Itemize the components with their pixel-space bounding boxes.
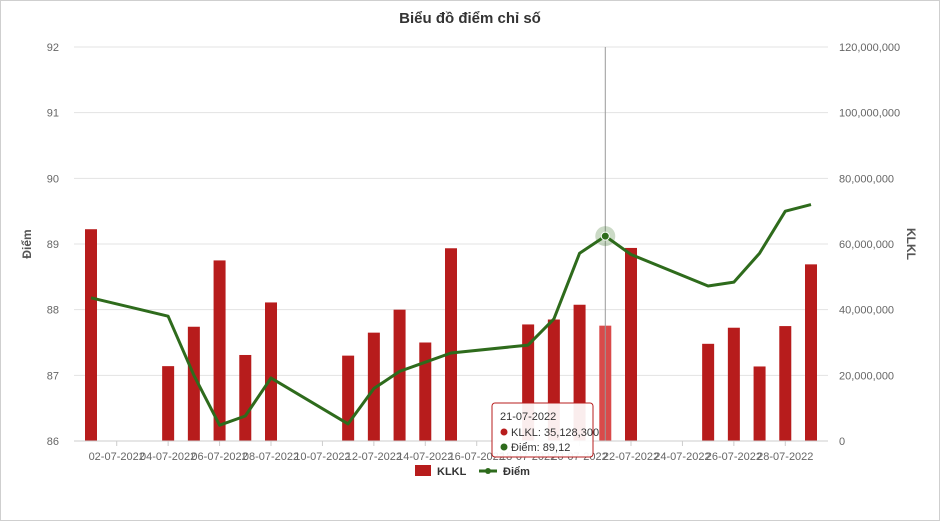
legend[interactable]: KLKL Điểm [415,465,530,478]
x-tick-label: 24-07-2022 [654,451,710,463]
left-y-tick-label: 86 [47,436,59,448]
left-y-axis-title: Điểm [20,229,34,258]
diem-line-series [90,203,812,427]
klkl-bar [727,327,740,441]
klkl-bar [753,366,766,441]
diem-point [600,231,610,241]
klkl-bar [419,342,432,441]
klkl-bar [445,248,457,441]
right-y-tick-label: 80,000,000 [839,173,894,185]
right-y-tick-label: 120,000,000 [839,42,900,54]
legend-diem-label: Điểm [503,466,530,478]
klkl-bar [393,309,406,441]
klkl-bar [625,247,637,441]
diem-line [90,203,812,427]
tooltip-klkl: KLKL: 35,128,300 [511,427,599,439]
x-tick-label: 28-07-2022 [757,451,813,463]
legend-diem-marker [485,468,491,474]
x-tick-label: 04-07-2022 [140,451,196,463]
klkl-bar [342,355,355,441]
x-tick-label: 22-07-2022 [603,451,659,463]
x-tick-label: 06-07-2022 [191,451,247,463]
right-y-tick-label: 0 [839,436,845,448]
left-y-tick-label: 92 [47,42,59,54]
right-y-tick-label: 40,000,000 [839,305,894,317]
left-y-tick-label: 87 [47,370,59,382]
left-y-tick-label: 90 [47,173,59,185]
right-y-axis-ticks: 120,000,000 100,000,000 80,000,000 60,000,0… [839,42,900,448]
tooltip-diem-marker [500,443,508,451]
left-y-tick-label: 89 [47,239,59,251]
klkl-bar [265,302,277,441]
klkl-bar [187,326,200,441]
klkl-bar [702,343,715,441]
chart-title: Biểu đồ điểm chỉ số [399,10,541,27]
tooltip-diem: Điểm: 89,12 [511,442,570,454]
right-y-tick-label: 60,000,000 [839,239,894,251]
right-y-tick-label: 20,000,000 [839,370,894,382]
x-tick-label: 08-07-2022 [243,451,299,463]
left-y-axis-ticks: 92 91 90 89 88 87 86 [47,42,59,448]
klkl-bar [779,326,792,441]
klkl-bar [85,229,97,441]
tooltip: 21-07-2022 KLKL: 35,128,300 Điểm: 89,12 [491,402,599,458]
tooltip-date: 21-07-2022 [500,411,556,423]
klkl-bars [85,229,817,441]
legend-klkl-label: KLKL [437,466,467,478]
right-y-tick-label: 100,000,000 [839,108,900,120]
x-tick-label: 02-07-2022 [89,451,145,463]
x-tick-label: 12-07-2022 [346,451,402,463]
klkl-bar [239,354,252,441]
klkl-bar [805,264,817,441]
tooltip-box [491,402,594,458]
tooltip-klkl-marker [500,428,508,436]
left-y-tick-label: 88 [47,305,59,317]
x-tick-label: 16-07-2022 [449,451,505,463]
legend-klkl-swatch [415,465,431,476]
x-tick-label: 10-07-2022 [294,451,350,463]
x-tick-label: 26-07-2022 [706,451,762,463]
klkl-bar [213,260,226,441]
x-tick-label: 14-07-2022 [397,451,453,463]
left-y-tick-label: 91 [47,108,59,120]
right-y-axis-title: KLKL [904,228,918,260]
x-axis: 02-07-202204-07-202206-07-202208-07-2022… [74,440,828,463]
klkl-bar [162,366,175,441]
